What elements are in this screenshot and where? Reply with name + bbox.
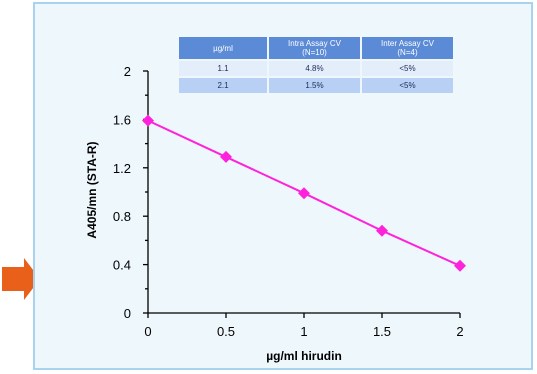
data-point-marker bbox=[376, 224, 388, 237]
cv-cell-inter: <5% bbox=[362, 78, 453, 93]
right-arrow-icon bbox=[2, 258, 40, 300]
y-tick-label: 1.2 bbox=[113, 161, 131, 176]
x-tick-label: 0 bbox=[144, 324, 151, 339]
chart-series bbox=[142, 114, 466, 272]
data-point-marker bbox=[220, 150, 232, 163]
chart-labels: 0 0.4 0.8 1.2 1.6 2 0 0.5 1 1.5 2 µg/ml hirudin A405… bbox=[85, 64, 464, 363]
x-tick-label: 1 bbox=[300, 324, 307, 339]
cv-cell-concentration: 1.1 bbox=[179, 61, 267, 76]
y-tick-label: 2 bbox=[124, 64, 131, 79]
cv-header-intra-assay: Intra Assay CV (N=10) bbox=[269, 37, 360, 59]
x-tick-label: 0.5 bbox=[217, 324, 235, 339]
x-axis-title: µg/ml hirudin bbox=[266, 349, 342, 363]
chart-axes bbox=[143, 70, 461, 318]
cv-header-inter-assay: Inter Assay CV (N=4) bbox=[362, 37, 453, 59]
y-tick-label: 0.8 bbox=[113, 209, 131, 224]
data-point-marker bbox=[298, 187, 310, 200]
cv-table-header-row: µg/ml Intra Assay CV (N=10) Inter Assay C… bbox=[179, 37, 453, 59]
y-tick-label: 0 bbox=[124, 306, 131, 321]
cv-header-concentration: µg/ml bbox=[179, 37, 267, 59]
y-tick-label: 0.4 bbox=[113, 258, 131, 273]
cv-cell-concentration: 2.1 bbox=[179, 78, 267, 93]
y-tick-label: 1.6 bbox=[113, 112, 131, 127]
x-tick-label: 2 bbox=[456, 324, 463, 339]
data-point-marker bbox=[454, 259, 466, 272]
cv-cell-intra: 4.8% bbox=[269, 61, 360, 76]
cv-table-row: 2.1 1.5% <5% bbox=[179, 78, 453, 93]
y-axis-title: A405/mn (STA-R) bbox=[85, 141, 99, 238]
cv-table-row: 1.1 4.8% <5% bbox=[179, 61, 453, 76]
cv-cell-intra: 1.5% bbox=[269, 78, 360, 93]
x-tick-label: 1.5 bbox=[373, 324, 391, 339]
data-point-marker bbox=[142, 114, 154, 127]
cv-cell-inter: <5% bbox=[362, 61, 453, 76]
cv-table: µg/ml Intra Assay CV (N=10) Inter Assay C… bbox=[177, 35, 455, 95]
